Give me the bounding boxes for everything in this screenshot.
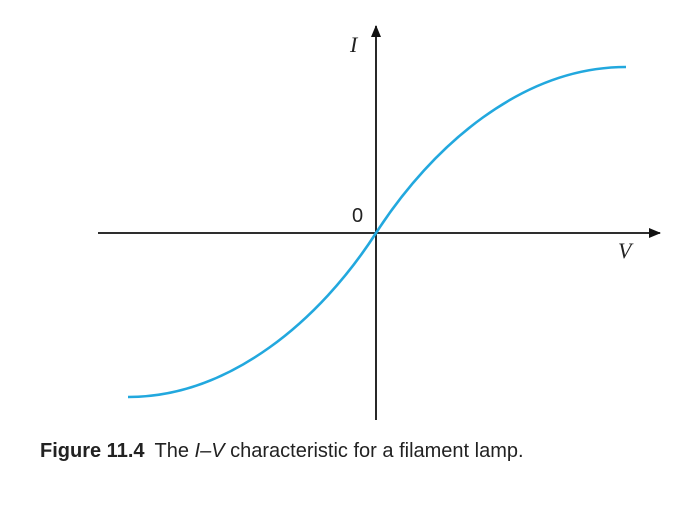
iv-curve [127,65,627,399]
caption-text-prefix: The [154,440,195,462]
origin-label: 0 [352,205,363,227]
figure-number: Figure 11.4 [40,440,145,462]
figure-caption: Figure 11.4 The I–V characteristic for a … [40,440,524,463]
x-axis-label: V [618,238,634,263]
y-axis-label: I [349,32,359,57]
caption-text-suffix: characteristic for a filament lamp. [224,440,524,462]
caption-iv: I–V [194,440,225,462]
